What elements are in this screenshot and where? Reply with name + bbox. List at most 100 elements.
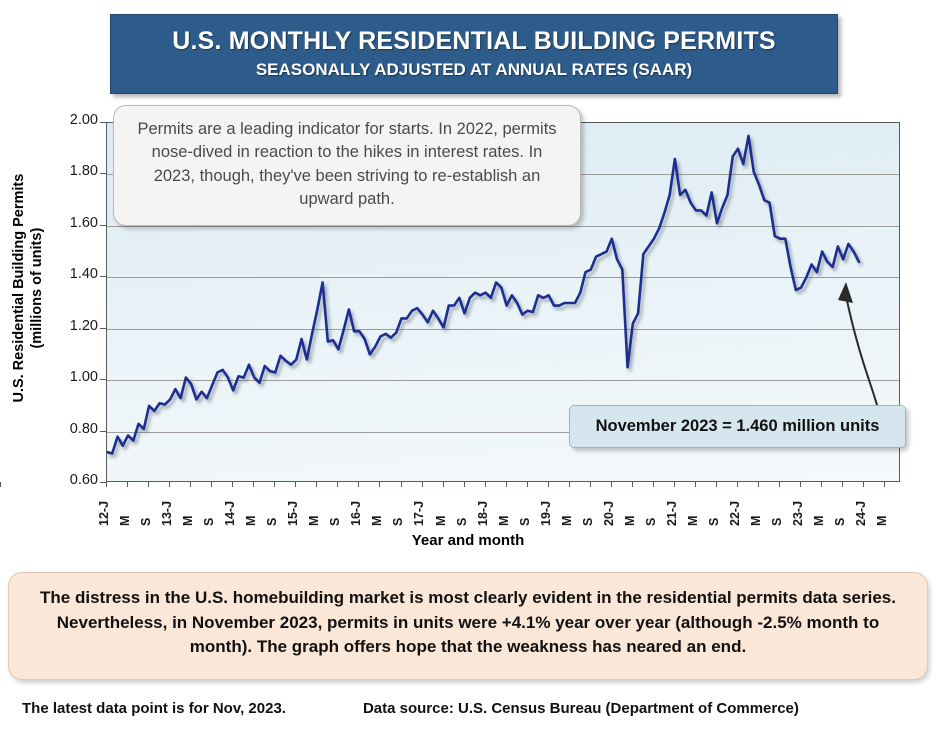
y-axis-tick-mark — [100, 173, 106, 175]
x-axis-tick-mark — [400, 482, 402, 487]
y-axis-tick-mark — [100, 482, 106, 483]
x-axis-tick-mark — [442, 482, 444, 487]
x-axis-tick-label: M — [622, 515, 637, 526]
chart-note-callout: Permits are a leading indicator for star… — [113, 105, 581, 226]
x-axis-tick-mark — [190, 482, 192, 487]
x-axis-tick-label: 13-J — [160, 500, 175, 526]
x-axis-tick-mark — [631, 482, 633, 487]
x-axis-tick-label: 16-J — [349, 500, 364, 526]
x-axis-tick-label: M — [875, 515, 890, 526]
x-axis-tick-mark — [884, 482, 886, 487]
gridline — [107, 380, 899, 382]
x-axis-tick-label: 17-J — [412, 500, 427, 526]
x-axis-tick-label: 24-J — [854, 500, 869, 526]
x-axis-tick-label: M — [812, 515, 827, 526]
y-axis-tick-label: 0.80 — [69, 420, 98, 437]
y-axis-title-line1: U.S. Residential Building Permits — [10, 173, 27, 403]
x-axis-tick-label: S — [139, 517, 154, 526]
gridline — [107, 431, 899, 433]
x-axis-tick-label: M — [370, 515, 385, 526]
x-axis-tick-mark — [779, 482, 781, 487]
x-axis-tick-mark — [505, 482, 507, 487]
x-axis-tick-mark — [863, 482, 865, 487]
y-axis-tick-mark — [100, 224, 106, 226]
x-axis-tick-label: M — [181, 515, 196, 526]
x-axis-tick-mark — [652, 482, 654, 487]
x-axis-tick-mark — [589, 482, 591, 487]
y-axis-tick-label: 1.20 — [69, 317, 98, 334]
x-axis-tick-label: 19-J — [538, 500, 553, 526]
x-axis-tick-label: M — [433, 515, 448, 526]
chart-container: U.S. Residential Building Permits (milli… — [0, 100, 936, 549]
x-axis-tick-mark — [842, 482, 844, 487]
x-axis-tick-mark — [106, 482, 107, 487]
x-axis-tick-label: M — [685, 515, 700, 526]
y-axis-tick-mark — [100, 327, 106, 329]
gridline — [107, 225, 899, 227]
x-axis-tick-label: M — [496, 515, 511, 526]
x-axis-tick-mark — [379, 482, 381, 487]
x-axis-tick-mark — [211, 482, 213, 487]
permits-line-chart — [107, 134, 861, 455]
x-axis-tick-label: 14-J — [223, 500, 238, 526]
x-axis-tick-mark — [295, 482, 297, 487]
y-axis-tick-mark — [100, 430, 106, 432]
title-banner: U.S. MONTHLY RESIDENTIAL BUILDING PERMIT… — [110, 14, 838, 94]
x-axis-tick-mark — [568, 482, 570, 487]
x-axis-tick-label: 15-J — [286, 500, 301, 526]
x-axis-tick-label: M — [307, 515, 322, 526]
x-axis-tick-label: S — [265, 517, 280, 526]
y-axis-tick-label: 1.80 — [69, 163, 98, 180]
x-axis-tick-mark — [484, 482, 486, 487]
x-axis-tick-mark — [358, 482, 360, 487]
latest-value-callout: November 2023 = 1.460 million units — [569, 405, 906, 448]
x-axis-tick-mark — [127, 482, 128, 487]
x-axis-tick-label: S — [517, 517, 532, 526]
data-series-line — [107, 134, 861, 455]
gridline — [107, 277, 899, 279]
x-axis-tick-label: 21-J — [664, 500, 679, 526]
commentary-box: The distress in the U.S. homebuilding ma… — [8, 572, 928, 680]
x-axis-tick-label: S — [391, 517, 406, 526]
x-axis-tick-mark — [0, 482, 1, 487]
x-axis-tick-label: M — [749, 515, 764, 526]
page-title: U.S. MONTHLY RESIDENTIAL BUILDING PERMIT… — [172, 27, 776, 56]
x-axis-tick-mark — [716, 482, 717, 487]
x-axis-tick-mark — [148, 482, 150, 487]
x-axis-tick-label: 22-J — [727, 500, 742, 526]
x-axis-tick-mark — [547, 482, 549, 487]
x-axis-tick-mark — [673, 482, 675, 487]
x-axis-tick-label: M — [244, 515, 259, 526]
footer: The latest data point is for Nov, 2023. … — [0, 700, 936, 717]
x-axis-title: Year and month — [411, 532, 525, 549]
x-axis-tick-label: S — [706, 517, 721, 526]
x-axis-tick-label: S — [770, 517, 785, 526]
y-axis-tick-mark — [100, 379, 106, 381]
footer-latest-data: The latest data point is for Nov, 2023. — [22, 700, 286, 717]
x-axis-tick-label: S — [454, 517, 469, 526]
x-axis-tick-label: 18-J — [475, 500, 490, 526]
x-axis-tick-mark — [463, 482, 465, 487]
x-axis-tick-mark — [337, 482, 339, 487]
gridline — [107, 328, 899, 330]
x-axis-tick-label: 12-J — [97, 500, 111, 526]
x-axis-tick-label: M — [118, 515, 133, 526]
x-axis-tick-mark — [253, 482, 255, 487]
x-axis-tick-mark — [800, 482, 802, 487]
x-axis-tick-label: M — [559, 515, 574, 526]
x-axis-tick-label: S — [328, 517, 343, 526]
x-axis-tick-mark — [316, 482, 318, 487]
y-axis-title: U.S. Residential Building Permits (milli… — [10, 108, 46, 468]
x-axis-tick-mark — [421, 482, 423, 487]
y-axis-tick-mark — [100, 276, 106, 278]
x-axis-tick-label: 20-J — [601, 500, 616, 526]
x-axis-tick-mark — [758, 482, 759, 487]
x-axis-tick-mark — [610, 482, 612, 487]
y-axis-tick-label: 2.00 — [69, 112, 98, 128]
x-axis-tick-label: S — [202, 517, 217, 526]
x-axis-tick-mark — [526, 482, 528, 487]
x-axis-tick-mark — [169, 482, 171, 487]
x-axis-tick-mark — [821, 482, 823, 487]
x-axis-tick-label: 23-J — [791, 500, 806, 526]
y-axis-tick-label: 1.40 — [69, 266, 98, 283]
